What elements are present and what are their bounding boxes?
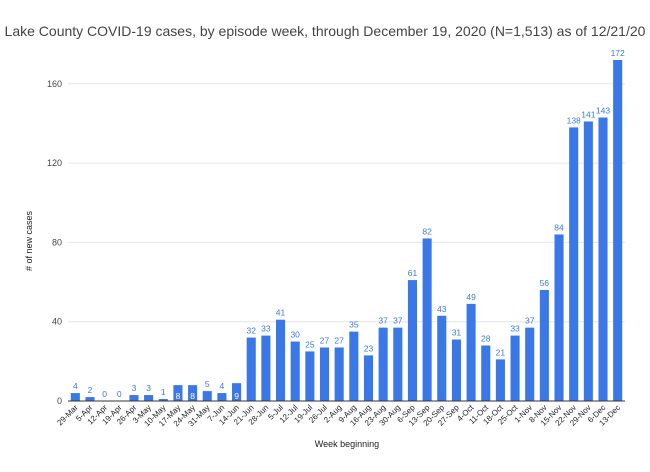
data-label: 27 (334, 335, 344, 345)
bar (232, 383, 242, 401)
data-label: 138 (567, 115, 581, 125)
data-label: 5 (205, 379, 210, 389)
data-label: 143 (596, 105, 610, 115)
bar (261, 335, 271, 401)
bar (378, 327, 388, 401)
bar (305, 351, 315, 401)
data-label: 21 (496, 347, 506, 357)
x-axis-ticks: 29-Mar5-Apr12-Apr19-Apr26-Apr3-May10-May… (55, 403, 622, 429)
data-label: 56 (540, 278, 550, 288)
chart-title: Lake County COVID-19 cases, by episode w… (5, 23, 646, 39)
bar (481, 345, 491, 401)
data-label: 0 (102, 389, 107, 399)
bar (158, 399, 168, 401)
bar (495, 359, 505, 401)
bar (85, 397, 95, 401)
bar (246, 337, 256, 401)
data-label: 25 (305, 339, 315, 349)
data-label: 172 (611, 48, 625, 58)
data-label: 32 (246, 326, 256, 336)
bar (539, 289, 549, 401)
bar (598, 117, 608, 401)
bar (407, 280, 418, 401)
bar (437, 315, 447, 401)
data-label: 4 (73, 381, 78, 391)
bar (275, 319, 286, 401)
y-tick-label: 120 (47, 158, 62, 168)
bar (319, 347, 330, 401)
data-label: 35 (349, 320, 359, 330)
data-label: 1 (161, 387, 166, 397)
bar (569, 127, 579, 401)
data-label: 43 (437, 304, 447, 314)
data-label: 3 (132, 383, 137, 393)
y-tick-label: 0 (57, 396, 62, 406)
gridlines (68, 83, 625, 323)
x-axis-label: Week beginning (315, 439, 379, 449)
data-label: 30 (290, 330, 300, 340)
bar (422, 238, 432, 401)
data-label: 9 (234, 391, 239, 401)
bar (583, 121, 593, 402)
y-tick-label: 80 (52, 237, 62, 247)
data-label: 4 (220, 381, 225, 391)
bar (393, 327, 403, 401)
bar (290, 341, 300, 401)
data-label: 37 (378, 316, 388, 326)
bar (466, 303, 476, 401)
bar (202, 391, 212, 401)
bar (129, 395, 139, 401)
data-label: 31 (452, 328, 462, 338)
data-label: 37 (525, 316, 535, 326)
data-label: 41 (276, 308, 286, 318)
data-label: 33 (261, 324, 271, 334)
bar (144, 395, 154, 401)
bar (217, 393, 227, 401)
data-label: 23 (364, 343, 374, 353)
data-label: 0 (117, 389, 122, 399)
data-label: 82 (422, 226, 432, 236)
y-tick-label: 160 (47, 79, 62, 89)
bar (525, 327, 535, 401)
bar (451, 339, 461, 401)
data-label: 61 (408, 268, 418, 278)
data-label: 141 (581, 109, 595, 119)
y-axis-ticks: 0 40 80 120 160 (47, 79, 62, 406)
bar (363, 355, 374, 401)
data-label: 8 (190, 391, 195, 401)
bar (188, 385, 198, 401)
data-label: 37 (393, 316, 403, 326)
y-axis-label: # of new cases (24, 210, 34, 271)
bars (70, 60, 623, 402)
data-label: 27 (320, 335, 330, 345)
y-tick-label: 40 (52, 317, 62, 327)
data-label: 84 (554, 222, 564, 232)
bar (554, 234, 564, 401)
bar (613, 60, 623, 401)
bar (510, 335, 520, 401)
data-label: 33 (510, 324, 520, 334)
bar (70, 393, 80, 401)
bar (349, 331, 359, 401)
data-label: 3 (146, 383, 151, 393)
data-label: 28 (481, 333, 491, 343)
data-label: 49 (466, 292, 476, 302)
bar (334, 347, 344, 401)
bar (173, 385, 183, 401)
data-label: 2 (88, 385, 93, 395)
data-label: 8 (176, 391, 181, 401)
